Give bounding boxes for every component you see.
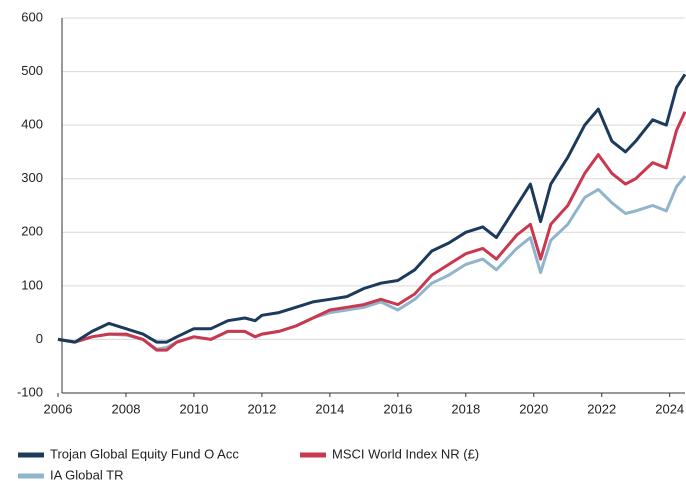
legend-label: Trojan Global Equity Fund O Acc <box>50 446 239 461</box>
x-tick-label: 2012 <box>247 401 276 416</box>
x-tick-label: 2006 <box>44 401 73 416</box>
legend-label: MSCI World Index NR (£) <box>332 446 479 461</box>
x-tick-label: 2022 <box>587 401 616 416</box>
series-line <box>57 73 686 344</box>
y-tick-label: 600 <box>21 9 43 24</box>
y-tick-label: 300 <box>21 170 43 185</box>
series-line <box>57 175 686 351</box>
y-tick-label: 100 <box>21 277 43 292</box>
x-tick-label: 2020 <box>519 401 548 416</box>
y-tick-label: -100 <box>17 384 43 399</box>
x-tick-label: 2024 <box>655 401 684 416</box>
y-tick-label: 400 <box>21 117 43 132</box>
x-tick-label: 2014 <box>315 401 344 416</box>
y-tick-label: 0 <box>36 331 43 346</box>
y-tick-label: 500 <box>21 63 43 78</box>
x-tick-label: 2018 <box>451 401 480 416</box>
y-tick-label: 200 <box>21 224 43 239</box>
legend-label: IA Global TR <box>50 467 123 481</box>
x-tick-label: 2010 <box>179 401 208 416</box>
x-tick-label: 2016 <box>383 401 412 416</box>
x-tick-label: 2008 <box>112 401 141 416</box>
series-line <box>57 111 686 352</box>
